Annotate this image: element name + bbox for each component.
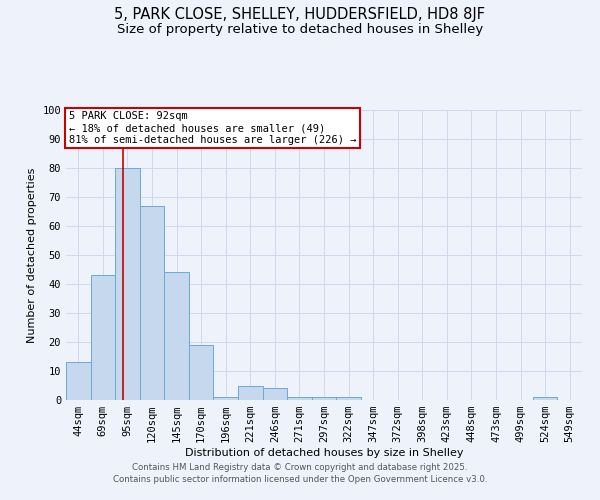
Bar	[91, 276, 115, 400]
Text: 5, PARK CLOSE, SHELLEY, HUDDERSFIELD, HD8 8JF: 5, PARK CLOSE, SHELLEY, HUDDERSFIELD, HD…	[115, 8, 485, 22]
Bar	[263, 388, 287, 400]
X-axis label: Distribution of detached houses by size in Shelley: Distribution of detached houses by size …	[185, 448, 463, 458]
Bar	[115, 168, 140, 400]
Text: Contains public sector information licensed under the Open Government Licence v3: Contains public sector information licen…	[113, 475, 487, 484]
Bar	[189, 345, 214, 400]
Bar	[287, 397, 312, 400]
Bar	[336, 397, 361, 400]
Y-axis label: Number of detached properties: Number of detached properties	[27, 168, 37, 342]
Bar	[214, 397, 238, 400]
Text: 5 PARK CLOSE: 92sqm
← 18% of detached houses are smaller (49)
81% of semi-detach: 5 PARK CLOSE: 92sqm ← 18% of detached ho…	[68, 112, 356, 144]
Text: Contains HM Land Registry data © Crown copyright and database right 2025.: Contains HM Land Registry data © Crown c…	[132, 464, 468, 472]
Bar	[140, 206, 164, 400]
Bar	[238, 386, 263, 400]
Bar	[312, 397, 336, 400]
Text: Size of property relative to detached houses in Shelley: Size of property relative to detached ho…	[117, 22, 483, 36]
Bar	[66, 362, 91, 400]
Bar	[164, 272, 189, 400]
Bar	[533, 397, 557, 400]
